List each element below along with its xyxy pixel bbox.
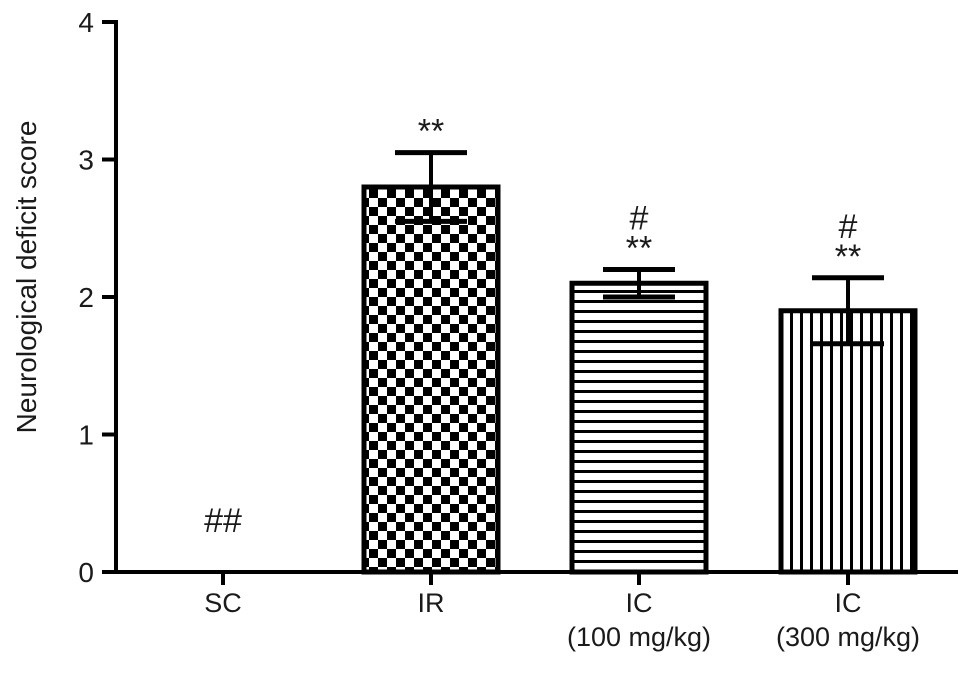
bars	[361, 184, 918, 575]
significance-annotations: ##**#**#**	[204, 113, 861, 540]
significance-mark: **	[835, 238, 861, 276]
x-tick-label: IC	[835, 588, 862, 618]
x-tick-label: IR	[418, 588, 445, 618]
y-tick-label: 4	[78, 7, 94, 38]
significance-mark: **	[418, 113, 444, 151]
x-tick-label: (300 mg/kg)	[776, 622, 920, 652]
y-tick-label: 1	[78, 420, 94, 451]
x-tick-label: (100 mg/kg)	[567, 622, 711, 652]
y-axis: 0 1 2 3 4	[78, 7, 118, 588]
significance-mark: #	[630, 200, 649, 238]
significance-mark: ##	[204, 502, 242, 540]
x-tick-label: IC	[626, 588, 653, 618]
y-tick-label: 0	[78, 557, 94, 588]
y-tick-label: 3	[78, 145, 94, 176]
x-tick-label: SC	[204, 588, 242, 618]
bar	[361, 184, 501, 575]
bar	[569, 280, 709, 575]
bar	[778, 308, 918, 575]
x-axis: SC IR IC (100 mg/kg) IC (300 mg/kg)	[114, 570, 958, 652]
y-axis-label: Neurological deficit score	[11, 121, 42, 434]
significance-mark: #	[839, 208, 858, 246]
y-tick-label: 2	[78, 282, 94, 313]
error-bars	[395, 150, 884, 347]
significance-mark: **	[626, 230, 652, 268]
